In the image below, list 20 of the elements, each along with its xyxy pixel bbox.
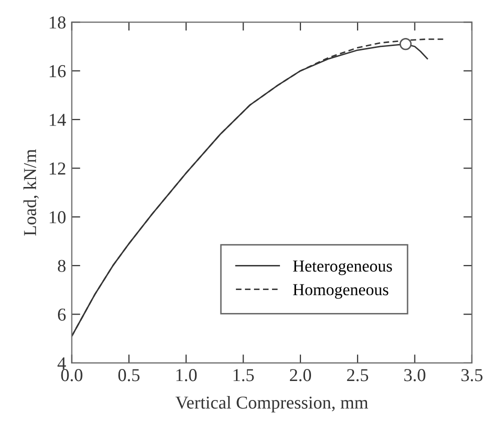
x-tick-label: 0.5 [118,369,140,382]
y-tick-label: 16 [50,65,66,78]
y-tick-label: 14 [50,114,66,126]
y-tick-label: 8 [58,260,66,272]
x-tick-label: 2.5 [347,369,368,382]
y-tick-label: 12 [50,162,66,174]
x-axis-title: Vertical Compression, mm [176,396,368,412]
legend-label: Homogeneous [293,284,388,299]
x-tick-label: 0.0 [61,369,82,382]
legend-label: Heterogeneous [293,260,392,276]
x-tick-label: 3.0 [404,369,426,382]
x-tick-label: 1.5 [234,369,254,382]
y-axis-title: Load, kN/m [23,149,39,236]
y-tick-label: 6 [58,308,66,321]
y-tick-label: 4 [58,357,66,370]
x-tick-label: 3.5 [461,369,482,382]
x-tick-label: 1.0 [176,369,197,382]
y-tick-label: 10 [50,211,66,224]
x-tick-label: 2.0 [290,369,312,382]
y-tick-label: 18 [50,16,66,29]
